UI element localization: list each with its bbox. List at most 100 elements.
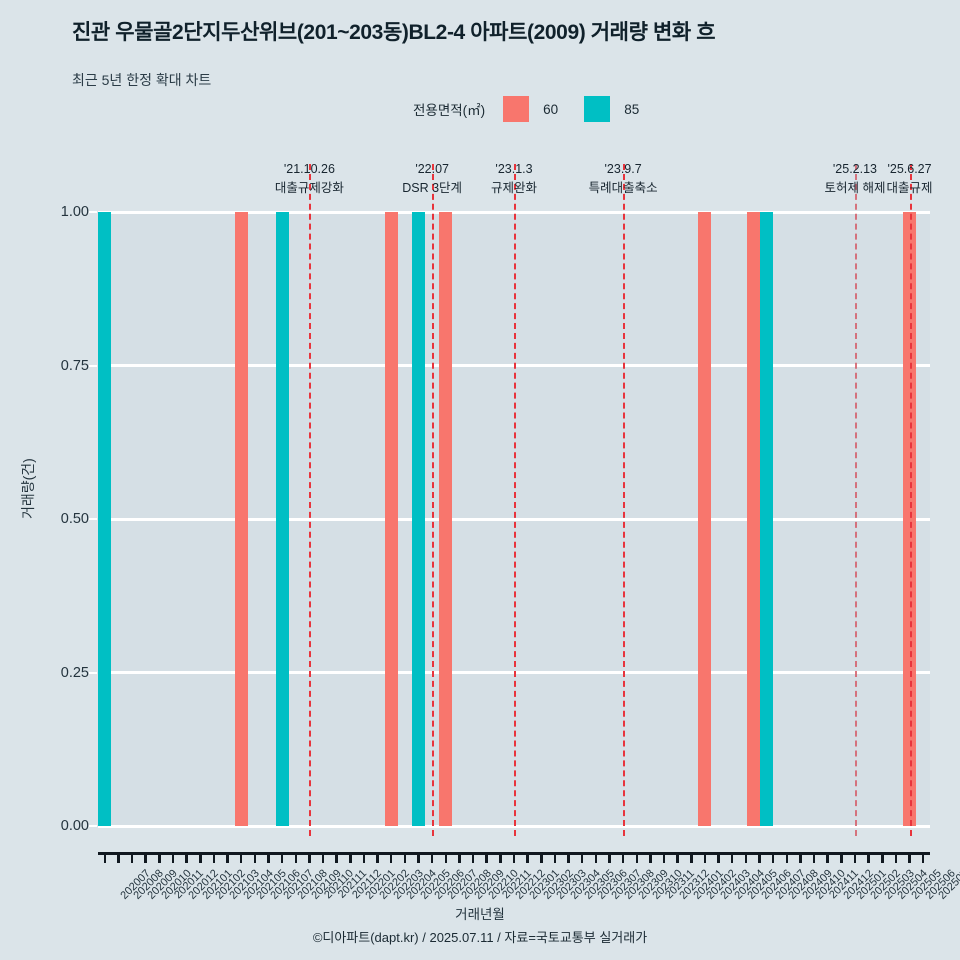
- annotation-202301: '23.1.3 규제완화: [491, 160, 537, 199]
- annotation-line-202301: [514, 164, 516, 836]
- x-tick-mark: [921, 852, 925, 863]
- x-tick-mark: [567, 852, 570, 863]
- x-tick-mark: [349, 852, 352, 863]
- y-axis-label: 거래량(건): [20, 458, 36, 519]
- annotation-text: 규제완화: [490, 181, 538, 196]
- bar-202206-85[interactable]: [412, 212, 426, 826]
- annotation-date: '25.6.27: [887, 162, 932, 176]
- x-tick-mark: [826, 852, 829, 863]
- annotation-text: 토허제 해제: [824, 181, 886, 196]
- x-tick-mark: [744, 852, 748, 863]
- x-tick-mark: [444, 852, 448, 863]
- plot-area: 0.00 0.25 0.50 0.75 1.00: [61, 164, 930, 836]
- bar-202204-60[interactable]: [384, 212, 398, 826]
- bar-202208-60[interactable]: [439, 212, 453, 826]
- x-tick-mark: [171, 852, 175, 863]
- y-tick-mark: [89, 364, 97, 367]
- annotation-line-202110: [309, 164, 312, 836]
- annotation-text: 특례대출축소: [588, 181, 658, 196]
- x-tick-mark: [908, 852, 911, 863]
- annotation-date: '22.07: [415, 162, 449, 176]
- x-tick-mark: [812, 852, 816, 863]
- y-tick-label: 1.00: [60, 204, 89, 220]
- x-tick-mark: [471, 852, 475, 863]
- x-tick-mark: [853, 852, 857, 863]
- x-tick-mark: [635, 852, 638, 863]
- x-tick-mark: [458, 852, 461, 863]
- x-tick-mark: [840, 852, 843, 863]
- x-tick-mark: [130, 852, 134, 863]
- annotation-line-202207: [432, 164, 435, 836]
- x-tick-mark: [867, 852, 870, 863]
- x-tick-mark: [553, 852, 557, 863]
- footer-credit: ©디아파트(dapt.kr) / 2025.07.11 / 자료=국토교통부 실…: [312, 930, 648, 945]
- x-tick-mark: [799, 852, 802, 863]
- annotation-date: '23.9.7: [604, 162, 642, 176]
- x-tick-mark: [117, 852, 120, 863]
- x-tick-mark: [144, 852, 147, 863]
- x-tick-mark: [226, 852, 229, 863]
- annotation-202502: '25.2.13 토허제 해제: [824, 160, 885, 199]
- x-tick-mark: [199, 852, 202, 863]
- x-tick-mark: [485, 852, 488, 863]
- y-tick-label: 0.75: [60, 357, 89, 374]
- legend-swatch-60[interactable]: [503, 96, 530, 122]
- x-tick-mark: [526, 852, 529, 863]
- x-tick-mark: [608, 852, 611, 863]
- y-tick-mark: [89, 518, 97, 520]
- x-tick-mark: [417, 852, 420, 863]
- bar-202105-60[interactable]: [234, 212, 248, 826]
- annotation-202110: '21.10.26 대출규제강화: [275, 160, 344, 199]
- y-tick-label: 0.25: [60, 664, 89, 681]
- bar-202007-85[interactable]: [98, 212, 112, 826]
- legend-title: 전용면적(㎡): [413, 103, 486, 118]
- x-tick-mark: [253, 852, 257, 863]
- annotation-date: '21.10.26: [283, 162, 335, 176]
- x-axis-label: 거래년월: [455, 907, 505, 922]
- x-tick-mark: [212, 852, 216, 863]
- legend-label-85: 85: [624, 101, 640, 117]
- annotation-line-202506: [909, 164, 912, 836]
- y-tick-label: 0.00: [60, 818, 89, 834]
- x-tick-mark: [894, 852, 898, 863]
- annotation-text: 대출규제: [886, 181, 933, 196]
- y-tick-mark: [89, 671, 97, 674]
- y-tick-mark: [89, 211, 97, 213]
- annotation-202309: '23.9.7 특례대출축소: [589, 160, 658, 199]
- x-tick-mark: [621, 852, 625, 863]
- x-tick-mark: [580, 852, 584, 863]
- x-tick-mark: [239, 852, 243, 863]
- x-tick-mark: [881, 852, 884, 863]
- x-tick-mark: [594, 852, 598, 863]
- x-tick-mark: [335, 852, 338, 863]
- x-tick-mark: [308, 852, 311, 863]
- x-tick-mark: [703, 852, 707, 863]
- x-tick-mark: [267, 852, 270, 863]
- x-tick-mark: [376, 852, 379, 863]
- legend: 전용면적(㎡) 60 85: [413, 96, 639, 122]
- legend-swatch-85[interactable]: [584, 96, 611, 122]
- x-tick-mark: [185, 852, 188, 863]
- bar-202108-85[interactable]: [275, 212, 289, 826]
- x-tick-mark: [512, 852, 516, 863]
- x-tick-mark: [321, 852, 325, 863]
- bar-202403-60[interactable]: [698, 212, 712, 826]
- bar-202407-60[interactable]: [746, 212, 760, 826]
- annotation-line-202309: [623, 164, 626, 836]
- y-tick-label: 0.50: [60, 511, 89, 527]
- x-tick-mark: [403, 852, 407, 863]
- x-tick-mark: [280, 852, 284, 863]
- annotation-text: DSR 3단계: [402, 181, 463, 196]
- y-tick-mark: [89, 825, 97, 827]
- x-tick-mark: [758, 852, 761, 863]
- annotation-line-202502: [854, 164, 857, 836]
- annotation-202207: '22.07 DSR 3단계: [402, 160, 462, 199]
- page-subtitle: 최근 5년 한정 확대 차트: [72, 72, 212, 88]
- annotation-text: 대출규제강화: [274, 181, 344, 196]
- bar-202407-85[interactable]: [759, 212, 773, 826]
- x-tick-mark: [362, 852, 366, 863]
- annotation-date: '23.1.3: [495, 162, 533, 176]
- x-tick-mark: [649, 852, 652, 863]
- x-tick-mark: [771, 852, 775, 863]
- annotation-date: '25.2.13: [832, 162, 878, 176]
